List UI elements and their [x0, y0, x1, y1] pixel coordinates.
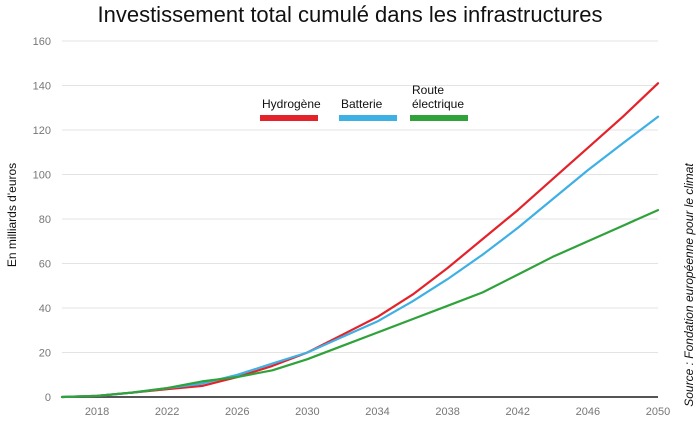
- series-line-2: [60, 209, 660, 399]
- x-tick-2046: 2046: [576, 406, 600, 418]
- legend-label-0: Hydrogène: [262, 97, 321, 111]
- series-line-1: [60, 115, 660, 399]
- legend-label-1: Batterie: [341, 97, 383, 111]
- x-tick-2050: 2050: [646, 406, 670, 418]
- x-tick-2026: 2026: [225, 406, 249, 418]
- chart-title: Investissement total cumulé dans les inf…: [97, 2, 603, 27]
- y-tick-60: 60: [39, 259, 51, 271]
- legend-swatch-2: [410, 115, 468, 121]
- y-tick-100: 100: [33, 170, 51, 182]
- x-tick-2030: 2030: [295, 406, 319, 418]
- legend-label-2-line-0: Route: [412, 83, 444, 97]
- x-tick-2018: 2018: [85, 406, 109, 418]
- x-tick-2042: 2042: [506, 406, 530, 418]
- y-tick-120: 120: [33, 125, 51, 137]
- y-tick-40: 40: [39, 303, 51, 315]
- grid-lines: [62, 40, 658, 398]
- y-tick-labels: 0 20 40 60 80 100 120 140 160: [33, 36, 51, 404]
- legend-swatch-0: [260, 115, 318, 121]
- y-tick-0: 0: [45, 392, 51, 404]
- x-tick-2038: 2038: [435, 406, 459, 418]
- legend-swatch-1: [339, 115, 397, 121]
- y-tick-20: 20: [39, 348, 51, 360]
- x-tick-2034: 2034: [365, 406, 389, 418]
- y-tick-80: 80: [39, 214, 51, 226]
- series-lines: [60, 82, 660, 399]
- y-tick-140: 140: [33, 81, 51, 93]
- legend-label-2-line-1: électrique: [412, 97, 464, 111]
- y-tick-160: 160: [33, 36, 51, 48]
- x-tick-2022: 2022: [155, 406, 179, 418]
- x-tick-labels: 2018 2022 2026 2030 2034 2038 2042 2046 2050: [85, 406, 670, 418]
